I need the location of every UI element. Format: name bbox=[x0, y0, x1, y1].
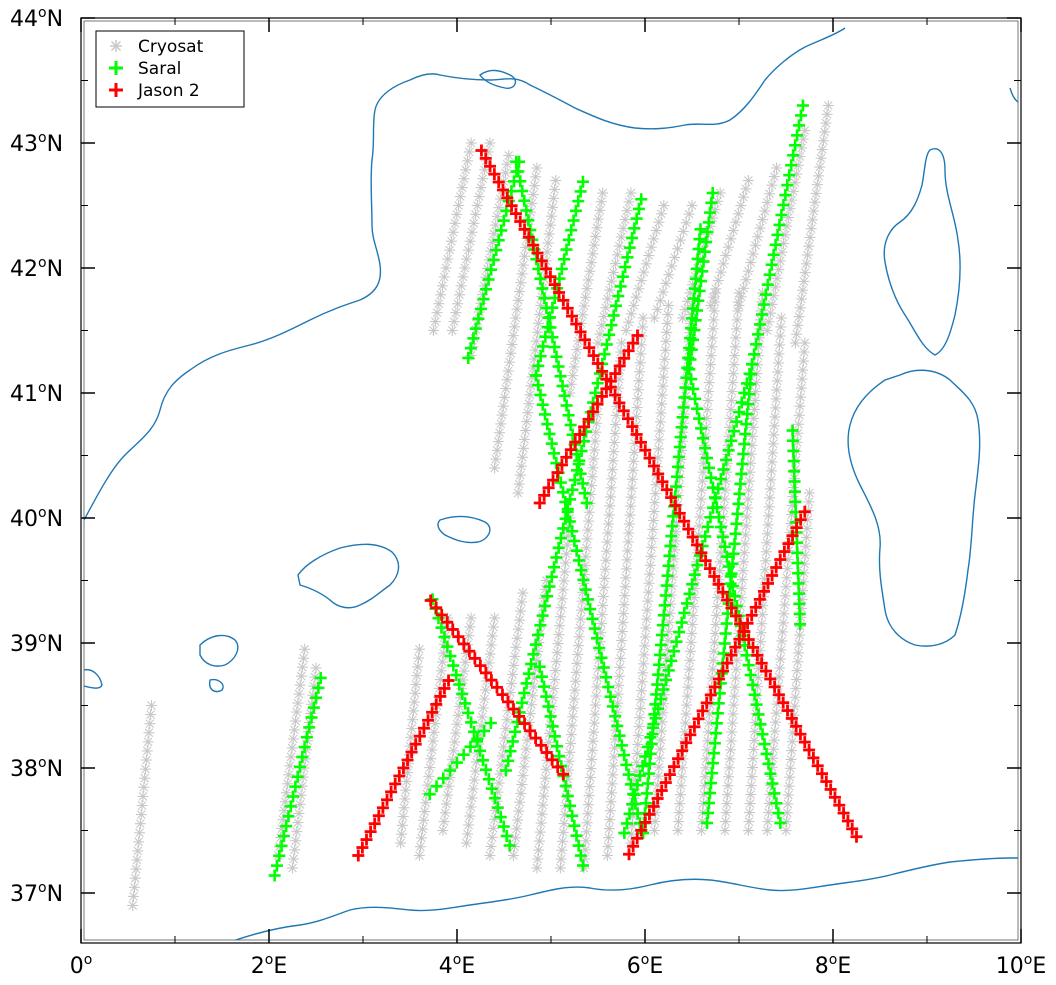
cryosat-track-32 bbox=[733, 162, 783, 311]
y-tick-3: 40oN bbox=[10, 505, 1021, 532]
saral-track-0 bbox=[462, 155, 526, 364]
saral-track-6 bbox=[683, 187, 719, 376]
y-tick-0: 37oN bbox=[10, 880, 1021, 907]
x-tick-label-2: 4oE bbox=[439, 952, 475, 979]
cryosat-track-7 bbox=[484, 587, 529, 861]
cryosat-asterisk-icon bbox=[110, 40, 122, 52]
y-tick-5: 42oN bbox=[10, 255, 1021, 282]
x-tick-4: 8oE bbox=[815, 18, 851, 979]
y-tick-label-1: 38oN bbox=[10, 755, 63, 782]
y-tick-7: 44oN bbox=[10, 5, 1021, 32]
y-tick-label-7: 44oN bbox=[10, 5, 63, 32]
coastline-balearic-ibiza bbox=[199, 634, 239, 667]
coastline-gulf-lion-islets bbox=[479, 69, 517, 89]
coastline-corsica bbox=[883, 148, 961, 356]
saral-track-9 bbox=[746, 99, 809, 371]
legend-item-saral: Saral bbox=[109, 59, 181, 79]
coastline-balearic-menorca bbox=[437, 515, 491, 544]
legend-label-jason2: Jason 2 bbox=[137, 81, 200, 101]
cryosat-track-27 bbox=[592, 187, 637, 349]
saral-track-13 bbox=[533, 660, 589, 872]
x-tick-0: 0o bbox=[70, 18, 93, 979]
x-tick-1: 2oE bbox=[251, 18, 287, 979]
y-tick-label-2: 39oN bbox=[10, 630, 63, 657]
coastline-sardinia bbox=[847, 369, 981, 647]
y-tick-6: 43oN bbox=[10, 130, 1021, 157]
y-tick-2: 39oN bbox=[10, 630, 1021, 657]
coastline-layer bbox=[84, 27, 1018, 940]
x-tick-label-1: 2oE bbox=[251, 952, 287, 979]
y-tick-label-0: 37oN bbox=[10, 880, 63, 907]
jason2-track-3 bbox=[424, 594, 570, 781]
legend-item-cryosat: Cryosat bbox=[110, 37, 204, 57]
legend-item-jason2: Jason 2 bbox=[109, 81, 200, 101]
y-tick-label-5: 42oN bbox=[10, 255, 63, 282]
coastline-balearic-formentera bbox=[208, 678, 224, 693]
saral-plus-icon bbox=[109, 61, 123, 75]
cryosat-track-29 bbox=[648, 200, 698, 324]
cryosat-track-26 bbox=[564, 187, 609, 399]
cryosat-track-4 bbox=[413, 612, 454, 861]
jason2-plus-icon bbox=[109, 83, 123, 97]
jason2-track-layer bbox=[352, 144, 863, 862]
y-tick-label-6: 43oN bbox=[10, 130, 63, 157]
legend-label-saral: Saral bbox=[138, 59, 181, 79]
cryosat-track-10 bbox=[554, 400, 604, 874]
cryosat-track-16 bbox=[695, 287, 745, 836]
coastline-spain-south bbox=[84, 668, 103, 689]
saral-track-15 bbox=[268, 672, 327, 882]
cryosat-track-24 bbox=[489, 162, 543, 474]
jason2-track-0 bbox=[475, 144, 863, 843]
jason2-track-4 bbox=[352, 674, 455, 862]
x-tick-3: 6oE bbox=[627, 18, 663, 979]
cryosat-track-6 bbox=[460, 612, 501, 849]
jason2-track-2 bbox=[623, 505, 811, 861]
axis-ticks-layer: 0o 2oE 4oE 6oE 8oE 10oE 37oN 38oN 39oN 40oN 41oN 42… bbox=[10, 5, 1046, 979]
saral-track-11 bbox=[618, 358, 759, 839]
saral-track-14 bbox=[423, 717, 497, 801]
x-tick-label-5: 10oE bbox=[996, 952, 1046, 979]
coastline-north-africa bbox=[233, 857, 1018, 940]
legend-label-cryosat: Cryosat bbox=[138, 37, 204, 57]
cryosat-track-34 bbox=[789, 100, 834, 349]
saral-track-8 bbox=[637, 223, 707, 839]
jason2-track-1 bbox=[533, 329, 644, 509]
y-tick-4: 41oN bbox=[10, 380, 1021, 407]
x-tick-label-3: 6oE bbox=[627, 952, 663, 979]
coastline-france-spain bbox=[84, 27, 846, 521]
x-tick-label-0: 0o bbox=[70, 952, 93, 979]
legend: Cryosat Saral Jason 2 bbox=[95, 30, 245, 108]
cryosat-track-0 bbox=[127, 700, 157, 911]
coastline-italy-edge bbox=[1009, 87, 1018, 103]
x-tick-label-4: 8oE bbox=[815, 952, 851, 979]
cryosat-track-25 bbox=[512, 175, 562, 499]
y-tick-label-3: 40oN bbox=[10, 505, 63, 532]
x-tick-2: 4oE bbox=[439, 18, 475, 979]
y-tick-1: 38oN bbox=[10, 755, 1021, 782]
y-tick-label-4: 41oN bbox=[10, 380, 63, 407]
coastline-balearic-mallorca bbox=[297, 543, 400, 609]
x-tick-5: 10oE bbox=[996, 18, 1046, 979]
cryosat-track-21 bbox=[428, 137, 477, 336]
cryosat-track-28 bbox=[620, 200, 670, 336]
cryosat-track-22 bbox=[446, 137, 496, 336]
cryosat-track-31 bbox=[705, 175, 754, 311]
